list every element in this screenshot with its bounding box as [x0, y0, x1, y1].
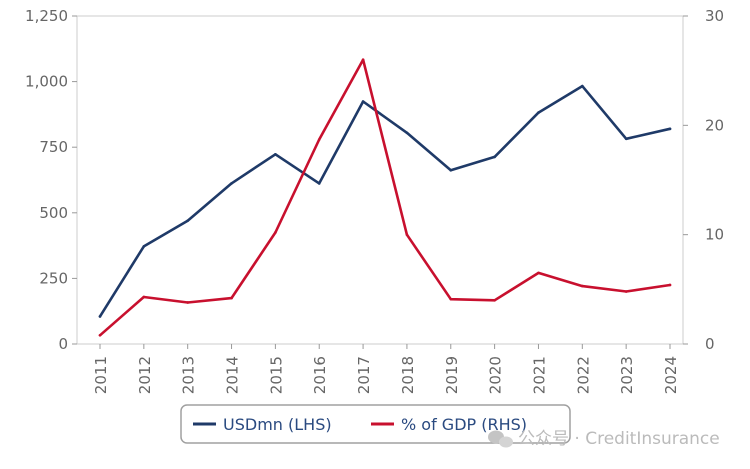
series-layer [98, 58, 672, 337]
x-tick-label: 2014 [224, 356, 242, 394]
y-left-tick-label: 250 [39, 269, 68, 287]
series-line-usd [98, 84, 672, 318]
wechat-icon [488, 430, 513, 448]
y-left-tick-label: 0 [58, 335, 68, 353]
plot-area [76, 15, 684, 345]
data-point-usd [405, 131, 409, 135]
x-tick-label: 2023 [618, 356, 636, 394]
y-right-tick-label: 10 [705, 226, 724, 244]
x-axis: 2011 2012 2013 2014 2015 2016 2017 2018 2019 2020… [92, 344, 680, 394]
y-right-tick-label: 20 [705, 116, 724, 134]
data-point-gdp [230, 296, 233, 300]
y-right-axis: 0 10 20 30 [683, 7, 724, 353]
data-point-gdp [624, 290, 628, 293]
y-right-tick-label: 0 [705, 335, 715, 353]
y-left-tick-label: 750 [39, 138, 68, 156]
series-line-gdp [98, 58, 672, 337]
x-tick-label: 2024 [662, 356, 680, 394]
y-left-tick-label: 500 [39, 204, 68, 222]
data-point-usd [274, 152, 277, 156]
data-point-usd [142, 245, 146, 248]
data-point-gdp [668, 283, 672, 287]
data-point-usd [449, 168, 453, 172]
data-point-gdp [142, 295, 146, 299]
x-tick-label: 2020 [487, 356, 505, 394]
data-point-usd [230, 182, 233, 185]
data-point-gdp [186, 301, 189, 304]
x-tick-label: 2013 [180, 356, 198, 394]
data-point-usd [186, 219, 189, 222]
data-point-gdp [405, 233, 409, 236]
legend-label-gdp: % of GDP (RHS) [401, 415, 527, 434]
data-point-gdp [317, 138, 321, 141]
x-tick-label: 2012 [136, 356, 154, 394]
data-point-usd [317, 182, 321, 185]
x-tick-label: 2022 [574, 356, 592, 394]
data-point-usd [98, 315, 102, 318]
data-point-gdp [449, 297, 453, 301]
x-tick-label: 2021 [530, 356, 548, 394]
x-tick-label: 2017 [355, 356, 373, 394]
data-point-usd [493, 155, 496, 159]
data-point-usd [537, 111, 540, 114]
y-left-tick-label: 1,250 [25, 7, 68, 25]
data-point-gdp [274, 231, 277, 234]
watermark: 公众号 · CreditInsurance [488, 429, 720, 449]
data-point-usd [624, 137, 628, 141]
x-tick-label: 2011 [92, 356, 110, 394]
data-point-gdp [581, 284, 584, 288]
data-point-usd [668, 127, 672, 131]
data-point-usd [361, 100, 365, 103]
data-point-usd [581, 84, 584, 88]
legend: USDmn (LHS) % of GDP (RHS) [180, 404, 571, 444]
y-left-axis: 0 250 500 750 1,000 1,250 [25, 7, 77, 353]
x-tick-label: 2016 [311, 356, 329, 394]
x-tick-label: 2018 [399, 356, 417, 394]
legend-label-usd: USDmn (LHS) [223, 415, 332, 434]
x-tick-label: 2015 [267, 356, 285, 394]
data-point-gdp [493, 298, 496, 302]
data-point-gdp [537, 271, 540, 275]
watermark-text: 公众号 · CreditInsurance [518, 429, 720, 449]
x-tick-label: 2019 [443, 356, 461, 394]
y-left-tick-label: 1,000 [25, 73, 68, 91]
data-point-gdp [361, 58, 365, 62]
y-right-tick-label: 30 [705, 7, 724, 25]
data-point-gdp [98, 333, 102, 337]
